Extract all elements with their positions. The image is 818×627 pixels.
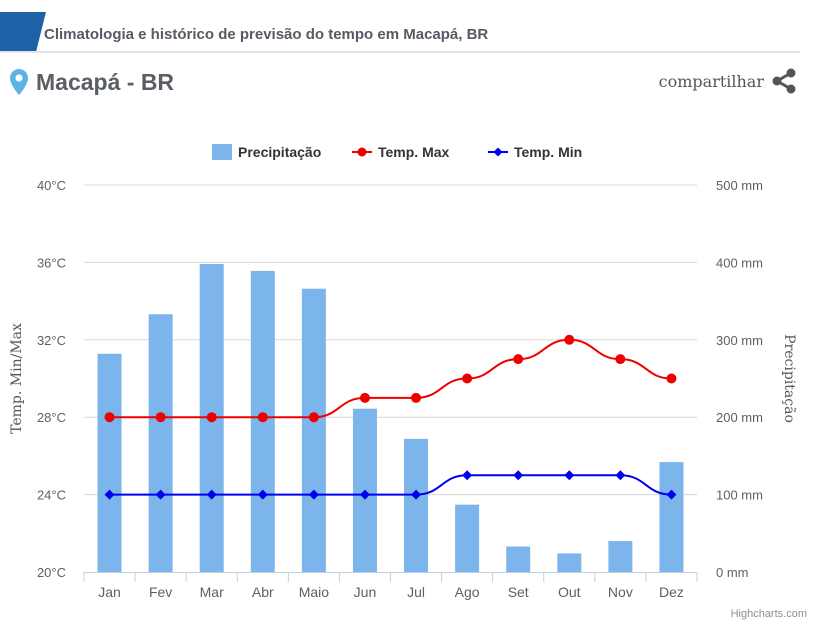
legend-temp-min-label[interactable]: Temp. Min xyxy=(514,144,582,160)
y-right-axis-title: Precipitação xyxy=(781,334,797,423)
precipitation-bar[interactable] xyxy=(608,541,633,572)
temp-min-point[interactable] xyxy=(155,489,166,500)
temp-min-point[interactable] xyxy=(513,470,524,481)
temp-max-point[interactable] xyxy=(615,354,626,365)
temp-min-point[interactable] xyxy=(359,489,370,500)
page-title: Climatologia e histórico de previsão do … xyxy=(44,26,489,43)
y-left-tick-label: 28°C xyxy=(37,410,66,425)
temp-max-point[interactable] xyxy=(155,412,166,423)
temp-min-point[interactable] xyxy=(411,489,422,500)
y-left-axis-title: Temp. Min/Max xyxy=(9,323,25,434)
legend-precipitation-swatch[interactable] xyxy=(212,144,232,160)
y-right-tick-label: 300 mm xyxy=(716,333,763,348)
x-tick-label: Jun xyxy=(354,584,377,600)
temp-max-point[interactable] xyxy=(359,392,370,403)
temp-max-point[interactable] xyxy=(257,412,268,423)
temp-min-point[interactable] xyxy=(206,489,217,500)
precipitation-bar[interactable] xyxy=(455,504,480,572)
page-header: Climatologia e histórico de previsão do … xyxy=(0,0,818,60)
temp-max-point[interactable] xyxy=(411,392,422,403)
temp-min-line xyxy=(109,474,672,496)
temp-min-point[interactable] xyxy=(462,470,473,481)
precipitation-bar[interactable] xyxy=(557,553,582,572)
x-tick-label: Mar xyxy=(200,584,224,600)
temp-max-line xyxy=(109,338,672,419)
precipitation-bar[interactable] xyxy=(301,288,326,572)
share-icon xyxy=(772,68,796,94)
x-tick-label: Jul xyxy=(407,584,425,600)
y-left-tick-label: 32°C xyxy=(37,333,66,348)
temp-min-point[interactable] xyxy=(666,489,677,500)
y-right-tick-label: 100 mm xyxy=(716,488,763,503)
temp-max-point[interactable] xyxy=(666,373,677,384)
precipitation-bar[interactable] xyxy=(404,438,429,572)
share-label: compartilhar xyxy=(658,71,764,91)
y-left-tick-label: 20°C xyxy=(37,565,66,580)
location-pin-icon xyxy=(10,69,28,95)
x-tick-label: Abr xyxy=(252,584,274,600)
share-button[interactable]: compartilhar xyxy=(659,68,796,94)
y-left-tick-label: 40°C xyxy=(37,178,66,193)
temp-max-point[interactable] xyxy=(206,412,217,423)
location-name: Macapá - BR xyxy=(36,68,175,95)
temp-max-point[interactable] xyxy=(513,354,524,365)
temp-max-point[interactable] xyxy=(564,334,575,345)
precipitation-bar[interactable] xyxy=(506,546,531,572)
y-right-tick-label: 400 mm xyxy=(716,255,763,270)
legend-temp-max-marker xyxy=(357,147,367,157)
x-tick-label: Ago xyxy=(455,584,480,600)
climate-chart: 20°C 0 mm 24°C 100 mm 28°C 200 mm 32°C 300 mm 36… xyxy=(9,144,807,620)
brand-flag-icon xyxy=(0,12,46,52)
header-divider xyxy=(0,51,800,53)
y-right-tick-label: 0 mm xyxy=(716,565,749,580)
precipitation-bar[interactable] xyxy=(148,314,173,572)
x-tick-label: Out xyxy=(558,584,581,600)
y-right-tick-label: 200 mm xyxy=(716,410,763,425)
precipitation-bar[interactable] xyxy=(97,353,122,572)
x-tick-label: Dez xyxy=(659,584,684,600)
y-right-tick-label: 500 mm xyxy=(716,178,763,193)
legend-precipitation-label[interactable]: Precipitação xyxy=(238,144,321,160)
temp-max-point[interactable] xyxy=(462,373,473,384)
temp-min-point[interactable] xyxy=(615,470,626,481)
temp-min-point[interactable] xyxy=(308,489,319,500)
chart-credits-link[interactable]: Highcharts.com xyxy=(731,608,807,620)
x-tick-label: Fev xyxy=(149,584,172,600)
location-heading: Macapá - BR xyxy=(10,67,174,97)
temp-min-point[interactable] xyxy=(104,489,115,500)
x-tick-label: Jan xyxy=(98,584,121,600)
temp-min-point[interactable] xyxy=(257,489,268,500)
legend-temp-max-label[interactable]: Temp. Max xyxy=(378,144,450,160)
x-tick-label: Nov xyxy=(608,584,633,600)
temp-max-point[interactable] xyxy=(308,412,319,423)
temp-min-point[interactable] xyxy=(564,470,575,481)
precipitation-bar[interactable] xyxy=(659,462,684,572)
y-left-tick-label: 36°C xyxy=(37,255,66,270)
y-left-tick-label: 24°C xyxy=(37,488,66,503)
x-tick-label: Set xyxy=(508,584,529,600)
temp-max-point[interactable] xyxy=(104,412,115,423)
legend-temp-min-marker xyxy=(493,147,503,157)
x-tick-label: Maio xyxy=(299,584,330,600)
